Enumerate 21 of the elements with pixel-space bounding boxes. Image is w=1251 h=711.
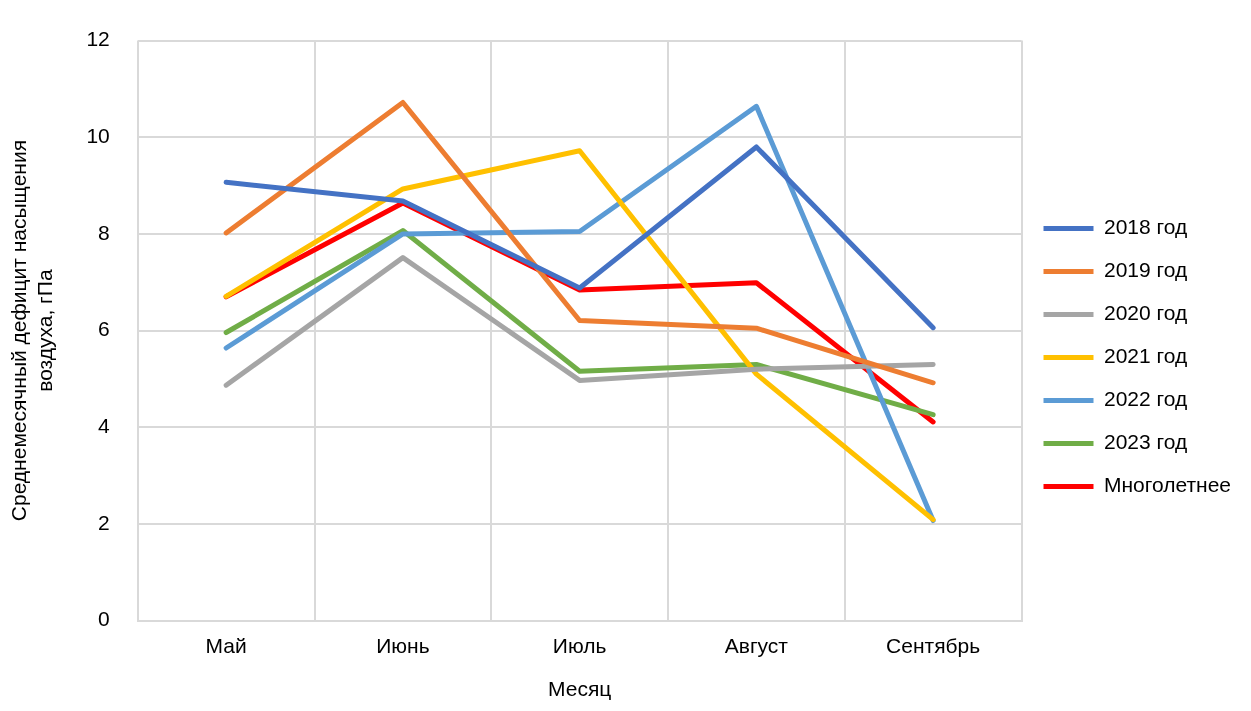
y-tick-label: 2 bbox=[98, 510, 110, 534]
x-tick-label: Сентябрь bbox=[886, 634, 981, 657]
x-tick-label: Июль bbox=[552, 634, 607, 657]
y-tick-label: 0 bbox=[98, 607, 110, 631]
y-tick-label: 10 bbox=[86, 124, 110, 148]
y-tick-label: 12 bbox=[86, 27, 110, 51]
y-tick-label: 4 bbox=[98, 414, 111, 438]
y-tick-label: 8 bbox=[98, 220, 110, 244]
y-tick-label: 6 bbox=[98, 317, 110, 341]
legend-label: 2019 год bbox=[1104, 258, 1188, 282]
x-tick-label: Июнь bbox=[376, 634, 430, 657]
legend-label: 2018 год bbox=[1104, 215, 1188, 239]
y-axis-title: Среднемесячный дефицит насыщения воздуха, гПа bbox=[7, 139, 56, 522]
legend-label: 2023 год bbox=[1104, 430, 1188, 454]
x-tick-label: Август bbox=[724, 634, 789, 657]
legend-label: 2022 год bbox=[1104, 387, 1188, 411]
legend-label: 2020 год bbox=[1104, 301, 1188, 325]
x-tick-label: Май bbox=[205, 634, 247, 657]
x-axis-title: Месяц bbox=[547, 677, 612, 701]
legend-label: 2021 год bbox=[1104, 344, 1188, 368]
legend-label: Многолетнее bbox=[1104, 473, 1232, 497]
